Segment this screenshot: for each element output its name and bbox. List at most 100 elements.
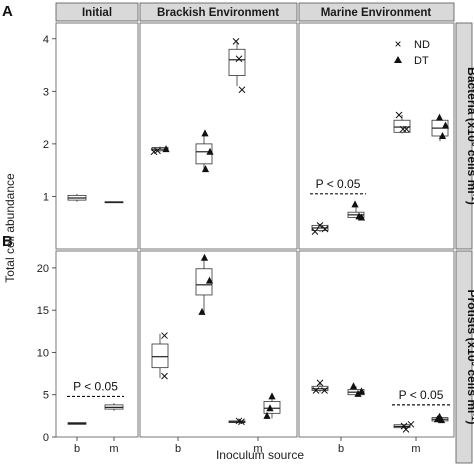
point-nd	[161, 332, 168, 339]
box-iqr	[263, 401, 281, 414]
point-nd-stroke	[316, 221, 324, 229]
point-dt	[200, 253, 209, 261]
point-dt	[198, 307, 206, 315]
point-dt	[263, 411, 271, 419]
strip-bacteria	[455, 22, 473, 250]
point-nd-stroke	[312, 387, 320, 394]
point-nd-stroke	[232, 38, 240, 45]
box-b	[67, 193, 87, 202]
point-nd	[395, 111, 403, 119]
point-dt	[162, 145, 170, 153]
y-tick-label: 20	[37, 263, 49, 275]
x-tick-label: b	[338, 443, 344, 455]
point-nd-stroke	[238, 86, 246, 94]
x-axis-title: Inoculum source	[216, 448, 304, 462]
y-tick-label: 3	[43, 86, 49, 98]
box-m	[104, 403, 124, 411]
x-tick-label: b	[74, 443, 80, 455]
y-tick-label: 0	[43, 432, 49, 444]
point-nd	[161, 372, 168, 380]
point-dt	[438, 132, 447, 139]
box-b	[151, 333, 169, 378]
strip-brackish-label: Brackish Environment	[157, 7, 279, 19]
y-tick-label: 15	[37, 305, 49, 317]
panel-frame	[139, 22, 298, 250]
y-axis-title: Total cell abundance	[3, 173, 17, 283]
legend: × ND DT	[394, 37, 430, 67]
panel-bacteria-0	[67, 193, 124, 204]
point-dt	[351, 200, 359, 208]
legend-item-nd: × ND	[394, 37, 429, 51]
row-strips: Bacteria (x106 cells ml-1) Protists (x10…	[455, 22, 474, 464]
point-dt	[201, 165, 210, 173]
legend-triangle-marker	[394, 56, 402, 63]
legend-nd-label: ND	[414, 39, 430, 51]
box-iqr	[228, 48, 246, 76]
box-iqr	[151, 343, 169, 369]
strip-marine-label: Marine Environment	[321, 7, 432, 19]
point-nd	[321, 387, 328, 394]
y-tick-label: 2	[43, 139, 49, 151]
legend-dt-label: DT	[414, 55, 429, 67]
point-nd-stroke	[161, 332, 168, 339]
y-tick-label: 5	[43, 390, 49, 402]
box-m	[104, 201, 124, 204]
point-dt	[349, 382, 358, 390]
point-nd	[321, 225, 329, 233]
significance-label: P < 0.05	[399, 388, 444, 402]
panel-frame	[55, 250, 139, 438]
legend-item-dt: DT	[394, 55, 429, 67]
panel-protists-4: P < 0.05	[392, 388, 450, 433]
point-nd	[235, 55, 243, 63]
panel-frame	[55, 22, 139, 250]
point-dt	[441, 121, 450, 129]
panel-frame	[298, 250, 455, 438]
point-nd	[238, 418, 245, 426]
y-tick-label: 4	[43, 34, 49, 46]
point-nd-stroke	[407, 420, 415, 428]
point-nd-stroke	[395, 111, 403, 119]
point-dt	[201, 129, 209, 137]
strip-brackish	[139, 2, 298, 22]
point-nd-stroke	[403, 125, 410, 133]
point-nd	[403, 125, 410, 133]
point-dt	[206, 147, 214, 155]
point-dt	[437, 416, 446, 424]
box-b	[67, 422, 87, 425]
plot-panels: 1 2 3 4 0 5 10 15 20 b m b m b m P < 0.05 P < 0.05 P < 0.…	[37, 22, 455, 455]
legend-cross-marker: ×	[394, 37, 401, 51]
point-dt	[205, 276, 214, 284]
point-dt	[266, 404, 274, 412]
panel-letter-b: B	[2, 233, 13, 250]
panel-bacteria-2	[228, 38, 246, 94]
point-nd	[238, 86, 246, 94]
point-nd-stroke	[400, 422, 408, 430]
x-tick-label: b	[175, 443, 181, 455]
strip-protists	[455, 250, 473, 464]
point-nd-stroke	[321, 225, 329, 233]
x-tick-label: m	[109, 443, 118, 455]
point-nd	[312, 387, 320, 394]
strip-protists-label: Protists (x103 cells ml-1)	[465, 290, 474, 425]
panel-letter-a: A	[2, 3, 13, 20]
point-nd	[316, 379, 324, 387]
point-dt	[357, 213, 366, 221]
y-tick-label: 1	[43, 191, 49, 203]
point-nd	[402, 426, 410, 433]
point-nd	[154, 147, 161, 155]
panel-bacteria-4	[393, 111, 450, 142]
point-nd-stroke	[235, 55, 243, 63]
point-nd-stroke	[154, 147, 161, 155]
panel-frame	[298, 22, 455, 250]
point-nd	[311, 228, 319, 236]
point-dt	[357, 387, 366, 395]
strip-initial-label: Initial	[82, 7, 112, 19]
panel-protists-0: P < 0.05	[67, 379, 124, 425]
panel-protists-2	[228, 392, 281, 426]
x-tick-label: m	[411, 443, 420, 455]
point-nd	[400, 422, 408, 430]
significance-label: P < 0.05	[73, 379, 118, 393]
y-tick-label: 10	[37, 347, 49, 359]
point-dt	[435, 113, 444, 121]
